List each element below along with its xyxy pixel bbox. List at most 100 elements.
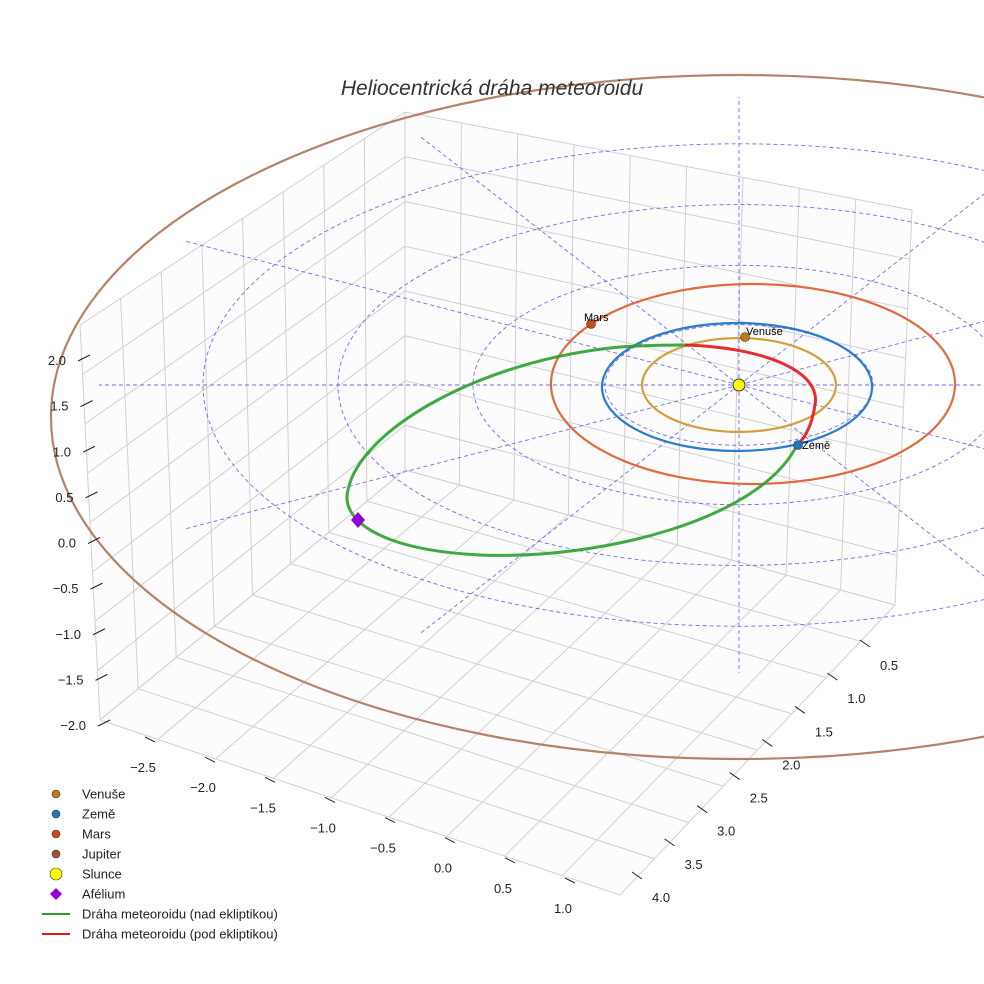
x-axis-tick-label: 1.0 — [554, 901, 572, 916]
left-gridline — [82, 156, 406, 375]
venus-label: Venuše — [746, 326, 783, 338]
legend-label: Venuše — [82, 787, 125, 802]
floor-gridline — [137, 688, 655, 860]
legend-item: Dráha meteoroidu (pod ekliptikou) — [42, 927, 278, 942]
z-axis-tick-label: −1.0 — [55, 627, 81, 642]
floor-pane — [100, 470, 895, 895]
y-axis-tick-mark — [761, 739, 773, 747]
back-gridline — [404, 424, 898, 557]
legend-item: Venuše — [51, 787, 125, 802]
y-axis-tick-label: 0.5 — [880, 658, 898, 673]
z-axis-tick-mark — [92, 628, 106, 636]
planet-orbits — [50, 74, 984, 760]
legend: Venuše Země Mars Jupiter Slunce Afélium Dráha … — [42, 787, 278, 942]
legend-label: Země — [82, 807, 115, 822]
legend-label: Jupiter — [82, 847, 122, 862]
mars-label: Mars — [584, 312, 609, 324]
left-gridline — [94, 380, 406, 622]
floor-gridline — [404, 469, 896, 606]
legend-item: Afélium — [50, 887, 125, 902]
x-axis-tick-label: 0.0 — [434, 861, 452, 876]
legend-circle-icon — [51, 789, 61, 799]
y-axis-tick-mark — [664, 838, 675, 847]
aphelion-marker — [351, 512, 365, 528]
floor-gridline — [366, 500, 861, 642]
axis-ticks: 2.0 1.5 1.0 0.5 0.0 −0.5 −1.0 −1.5 −2.0 −2.5 −2.0 −… — [48, 353, 898, 916]
legend-item: Země — [51, 807, 115, 822]
z-axis-tick-label: 2.0 — [48, 353, 66, 368]
y-axis-tick-label: 4.0 — [652, 890, 670, 905]
x-axis-tick-label: 0.5 — [494, 881, 512, 896]
x-axis-tick-label: −1.0 — [310, 820, 336, 835]
legend-circle-icon — [51, 829, 61, 839]
y-axis-tick-mark — [827, 672, 838, 681]
floor-gridline — [176, 657, 689, 823]
z-axis-tick-label: 0.0 — [58, 536, 76, 551]
z-axis-tick-mark — [77, 354, 91, 362]
x-axis-tick-label: −2.0 — [190, 780, 216, 795]
back-gridline — [404, 245, 906, 359]
legend-label: Dráha meteoroidu (nad ekliptikou) — [82, 907, 278, 922]
back-gridline — [404, 290, 904, 408]
meteoroid-orbit-below-ecliptic — [684, 343, 817, 447]
orbit-venuše — [640, 336, 838, 434]
legend-label: Mars — [82, 827, 111, 842]
legend-item: Slunce — [49, 867, 122, 882]
z-axis-tick-mark — [85, 491, 98, 499]
axes-grid — [79, 111, 913, 896]
x-axis-tick-mark — [324, 796, 336, 803]
legend-circle-icon — [51, 849, 61, 859]
x-axis-tick-mark — [144, 736, 156, 743]
legend-label: Dráha meteoroidu (pod ekliptikou) — [82, 927, 278, 942]
z-axis-tick-label: 1.5 — [50, 399, 68, 414]
back-gridline — [404, 111, 913, 211]
legend-label: Slunce — [82, 867, 122, 882]
floor-gridline — [214, 625, 724, 787]
x-axis-tick-label: −2.5 — [130, 760, 156, 775]
z-axis-tick-label: −2.0 — [60, 718, 86, 733]
y-axis-tick-mark — [631, 871, 643, 880]
legend-item: Dráha meteoroidu (nad ekliptikou) — [42, 907, 278, 922]
floor-gridline — [328, 532, 827, 678]
floor-gridline — [99, 719, 621, 896]
y-axis-tick-label: 3.5 — [685, 857, 703, 872]
floor-gridline — [290, 563, 793, 715]
x-axis-tick-mark — [264, 776, 276, 783]
back-gridline — [404, 380, 900, 507]
ecliptic-radial-line — [184, 384, 740, 530]
z-axis-tick-mark — [97, 719, 111, 727]
left-gridline — [84, 201, 406, 425]
z-axis-tick-label: −0.5 — [53, 581, 79, 596]
x-axis-tick-label: −0.5 — [370, 841, 396, 856]
earth-marker — [793, 440, 803, 450]
legend-item: Mars — [51, 827, 111, 842]
y-axis-tick-label: 3.0 — [717, 824, 735, 839]
meteoroid-orbit-above-ecliptic — [345, 343, 799, 557]
chart-title: Heliocentrická dráha meteoroidu — [341, 77, 644, 100]
x-axis-tick-mark — [444, 837, 456, 844]
z-axis-tick-mark — [95, 673, 108, 681]
meteoroid-orbit — [345, 343, 817, 557]
venus-marker — [740, 332, 750, 342]
orbit-mars — [549, 282, 957, 486]
z-axis-tick-mark — [82, 445, 96, 453]
left-gridline — [97, 424, 406, 672]
ecliptic-radial-line — [418, 135, 740, 386]
orbit-jupiter — [50, 74, 984, 760]
z-axis-tick-mark — [90, 582, 103, 590]
orbit-země — [600, 321, 874, 453]
y-axis-tick-mark — [696, 805, 708, 814]
ecliptic-radial-line — [418, 384, 740, 635]
x-axis-tick-mark — [504, 857, 516, 864]
y-axis-tick-label: 2.5 — [750, 791, 768, 806]
y-axis-tick-label: 1.5 — [815, 724, 833, 739]
legend-diamond-icon — [50, 888, 62, 900]
legend-circle-icon — [49, 867, 63, 881]
sun-marker — [732, 378, 746, 392]
z-axis-tick-mark — [80, 400, 93, 408]
legend-label: Afélium — [82, 887, 125, 902]
y-axis-tick-mark — [729, 772, 741, 780]
y-axis-tick-mark — [859, 639, 871, 648]
left-gridline — [89, 290, 406, 523]
